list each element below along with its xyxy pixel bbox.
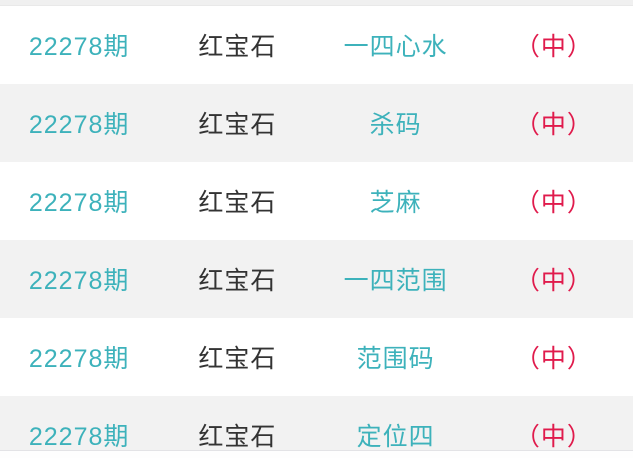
table-row[interactable]: 22278期 红宝石 一四范围 （中） <box>0 240 633 318</box>
result-badge: （中） <box>514 423 593 451</box>
source-label: 红宝石 <box>198 189 277 217</box>
result-badge: （中） <box>514 33 593 61</box>
result-badge: （中） <box>514 189 593 217</box>
category-link[interactable]: 一四心水 <box>343 33 448 61</box>
source-label: 红宝石 <box>198 33 277 61</box>
previous-row-partial <box>0 0 633 6</box>
table-row[interactable]: 22278期 红宝石 定位四 （中） <box>0 396 633 458</box>
source-label: 红宝石 <box>198 345 277 373</box>
issue-link[interactable]: 22278期 <box>28 111 130 139</box>
bottom-divider <box>0 450 633 458</box>
result-badge: （中） <box>514 267 593 295</box>
table-row[interactable]: 22278期 红宝石 杀码 （中） <box>0 84 633 162</box>
table-row[interactable]: 22278期 红宝石 范围码 （中） <box>0 318 633 396</box>
issue-link[interactable]: 22278期 <box>28 189 130 217</box>
source-label: 红宝石 <box>198 111 277 139</box>
source-label: 红宝石 <box>198 423 277 451</box>
table-row[interactable]: 22278期 红宝石 芝麻 （中） <box>0 162 633 240</box>
issue-link[interactable]: 22278期 <box>28 345 130 373</box>
category-link[interactable]: 范围码 <box>356 345 435 373</box>
category-link[interactable]: 杀码 <box>369 111 422 139</box>
table-row[interactable]: 22278期 红宝石 一四心水 （中） <box>0 6 633 84</box>
issue-link[interactable]: 22278期 <box>28 267 130 295</box>
result-badge: （中） <box>514 345 593 373</box>
result-badge: （中） <box>514 111 593 139</box>
issue-link[interactable]: 22278期 <box>28 33 130 61</box>
category-link[interactable]: 芝麻 <box>369 189 422 217</box>
category-link[interactable]: 一四范围 <box>343 267 448 295</box>
issue-link[interactable]: 22278期 <box>28 423 130 451</box>
category-link[interactable]: 定位四 <box>356 423 435 451</box>
source-label: 红宝石 <box>198 267 277 295</box>
